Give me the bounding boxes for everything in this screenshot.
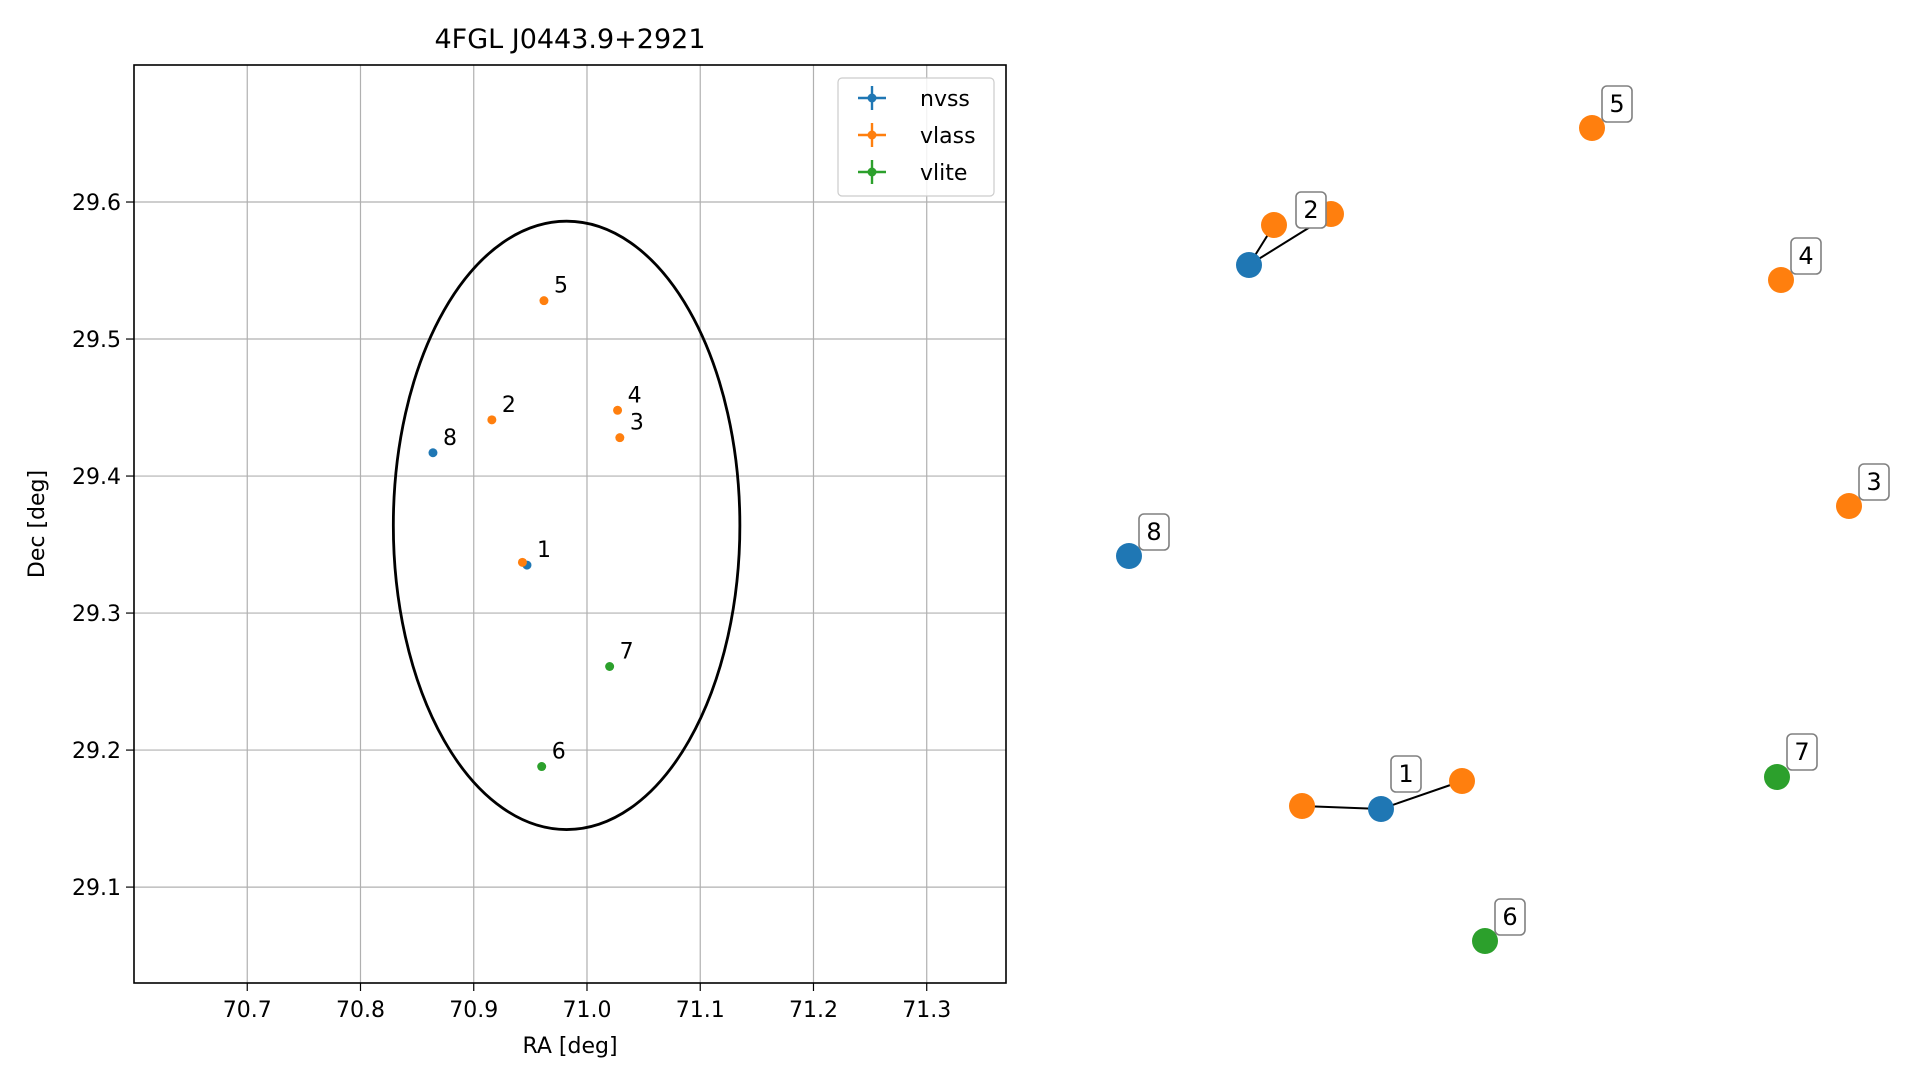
x-tick-label: 70.7 [223, 998, 272, 1023]
x-tick-label: 71.3 [902, 998, 951, 1023]
point-label: 8 [443, 426, 457, 451]
network-node [1764, 764, 1790, 790]
point-label: 2 [502, 393, 516, 418]
node-label: 1 [1398, 760, 1413, 788]
network-node [1836, 493, 1862, 519]
x-tick-label: 71.2 [789, 998, 838, 1023]
x-tick-label: 71.1 [676, 998, 725, 1023]
data-point [487, 415, 497, 425]
node-label: 8 [1146, 518, 1161, 546]
legend-box [837, 77, 995, 197]
y-tick-label: 29.5 [72, 328, 121, 353]
network-edges [1248, 213, 1463, 810]
data-point [613, 405, 623, 415]
y-tick-label: 29.6 [72, 191, 121, 216]
node-label: 4 [1798, 242, 1813, 270]
data-point [517, 557, 527, 567]
legend-marker-dot [867, 130, 877, 140]
data-point [537, 762, 547, 772]
data-point [605, 661, 615, 671]
node-label: 7 [1794, 738, 1809, 766]
y-tick-label: 29.3 [72, 602, 121, 627]
node-label: 5 [1609, 90, 1624, 118]
y-tick-label: 29.4 [72, 465, 121, 490]
node-label-box [1786, 733, 1818, 771]
point-label: 7 [620, 639, 634, 664]
x-tick-label: 71.0 [562, 998, 611, 1023]
network-edge [1380, 780, 1463, 810]
data-point [428, 448, 438, 458]
network-panel: 2 5 4 3 8 1 7 6 [1116, 85, 1890, 954]
point-label: 6 [552, 740, 566, 765]
node-label: 3 [1866, 468, 1881, 496]
network-edge [1301, 805, 1382, 810]
x-axis-label: RA [deg] [522, 1034, 617, 1059]
ellipse-layer [391, 219, 742, 831]
legend: nvss vlass vlite [837, 77, 995, 197]
node-label-box [1295, 191, 1327, 229]
network-nodes: 2 5 4 3 8 1 7 6 [1116, 85, 1890, 954]
y-tick-label: 29.2 [72, 739, 121, 764]
x-axis-ticks: 70.7 70.8 70.9 71.0 71.1 71.2 71.3 [223, 983, 951, 1023]
legend-marker-dot [867, 167, 877, 177]
data-point [615, 433, 625, 443]
node-label-box [1494, 898, 1526, 936]
node-label-box [1138, 513, 1170, 551]
data-point [539, 296, 549, 306]
legend-label: vlite [920, 161, 967, 186]
chart-title: 4FGL J0443.9+2921 [434, 24, 705, 55]
network-node [1449, 768, 1475, 794]
y-axis-ticks: 29.1 29.2 29.3 29.4 29.5 29.6 [72, 191, 134, 901]
legend-label: nvss [920, 87, 970, 112]
network-node [1116, 543, 1142, 569]
network-node [1261, 212, 1287, 238]
y-axis-label: Dec [deg] [25, 470, 50, 578]
node-label: 6 [1502, 903, 1517, 931]
points-layer: 1 8 2 3 4 5 6 7 [428, 274, 644, 772]
point-label: 1 [537, 538, 551, 563]
node-label: 2 [1303, 196, 1318, 224]
x-tick-label: 70.8 [336, 998, 385, 1023]
node-label-box [1601, 85, 1633, 123]
legend-label: vlass [920, 124, 976, 149]
node-label-box [1390, 755, 1422, 793]
point-label: 4 [628, 383, 642, 408]
legend-marker-dot [867, 93, 877, 103]
node-label-box [1790, 237, 1822, 275]
network-node [1472, 928, 1498, 954]
node-label-box [1858, 463, 1890, 501]
network-node [1368, 796, 1394, 822]
plot-frame [133, 64, 1007, 984]
network-node [1579, 115, 1605, 141]
x-tick-label: 70.9 [449, 998, 498, 1023]
y-tick-label: 29.1 [72, 876, 121, 901]
localization-ellipse [391, 219, 742, 831]
grid-lines [134, 65, 1006, 983]
point-label: 3 [630, 411, 644, 436]
network-node [1289, 793, 1315, 819]
network-node [1236, 252, 1262, 278]
network-node [1768, 267, 1794, 293]
point-label: 5 [554, 274, 568, 299]
